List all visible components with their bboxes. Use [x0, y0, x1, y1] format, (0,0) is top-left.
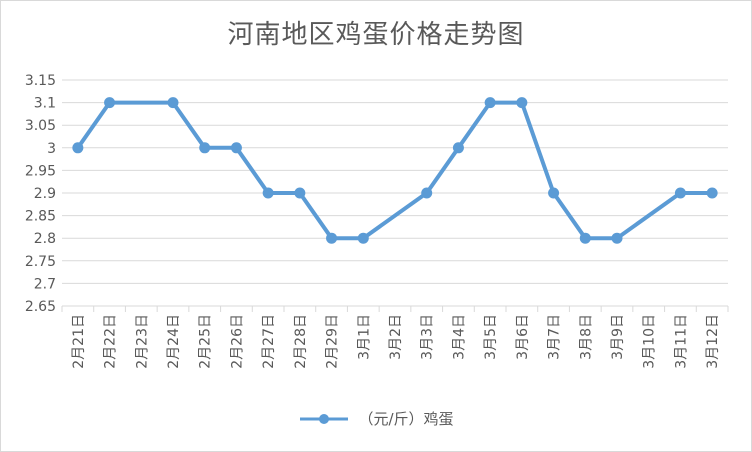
- x-tick-label: 3月12日: [705, 314, 721, 369]
- x-tick-label: 3月8日: [578, 314, 594, 360]
- y-tick-label: 2.9: [34, 186, 56, 202]
- data-point: [199, 142, 211, 154]
- data-point: [484, 97, 496, 109]
- legend-swatch: [300, 413, 349, 424]
- y-tick-label: 3.1: [34, 96, 56, 112]
- x-tick-label: 3月6日: [515, 314, 531, 360]
- data-point: [674, 187, 686, 199]
- legend-label: （元/斤）鸡蛋: [358, 410, 454, 428]
- data-point: [579, 232, 591, 244]
- x-tick-label: 3月3日: [420, 314, 436, 360]
- data-point: [548, 187, 560, 199]
- y-tick-label: 2.85: [25, 209, 56, 225]
- x-tick-label: 3月1日: [356, 314, 372, 360]
- y-tick-label: 3.05: [25, 118, 56, 134]
- y-tick-label: 2.75: [25, 254, 56, 270]
- y-tick-label: 2.65: [25, 299, 56, 315]
- x-tick-label: 3月2日: [388, 314, 404, 360]
- data-point: [421, 187, 433, 199]
- x-tick-label: 3月5日: [483, 314, 499, 360]
- x-tick-label: 2月21日: [71, 314, 87, 369]
- x-tick-label: 3月4日: [451, 314, 467, 360]
- y-tick-label: 3.15: [25, 73, 56, 89]
- y-tick-label: 2.8: [34, 231, 56, 247]
- x-tick-label: 3月7日: [547, 314, 563, 360]
- data-point: [104, 97, 116, 109]
- data-point: [167, 97, 179, 109]
- x-tick-label: 2月27日: [261, 314, 277, 369]
- x-tick-label: 3月10日: [642, 314, 658, 369]
- x-tick-label: 2月22日: [103, 314, 119, 369]
- x-tick-label: 2月28日: [293, 314, 309, 369]
- x-tick-label: 2月29日: [325, 314, 341, 369]
- x-tick-label: 3月11日: [673, 314, 689, 369]
- data-point: [326, 232, 338, 244]
- y-tick-label: 2.95: [25, 163, 56, 179]
- data-point: [230, 142, 242, 154]
- data-point: [706, 187, 718, 199]
- y-tick-label: 2.7: [34, 276, 56, 292]
- x-tick-label: 2月25日: [198, 314, 214, 369]
- data-point: [357, 232, 369, 244]
- data-point: [294, 187, 306, 199]
- legend: （元/斤）鸡蛋: [0, 408, 752, 429]
- x-tick-label: 2月24日: [166, 314, 182, 369]
- y-tick-label: 3: [47, 141, 56, 157]
- data-point: [262, 187, 274, 199]
- x-tick-label: 2月23日: [134, 314, 150, 369]
- chart-title: 河南地区鸡蛋价格走势图: [227, 20, 525, 50]
- data-point: [516, 97, 528, 109]
- data-point: [452, 142, 464, 154]
- x-tick-label: 2月26日: [229, 314, 245, 369]
- x-tick-label: 3月9日: [610, 314, 626, 360]
- data-point: [611, 232, 623, 244]
- data-point: [72, 142, 84, 154]
